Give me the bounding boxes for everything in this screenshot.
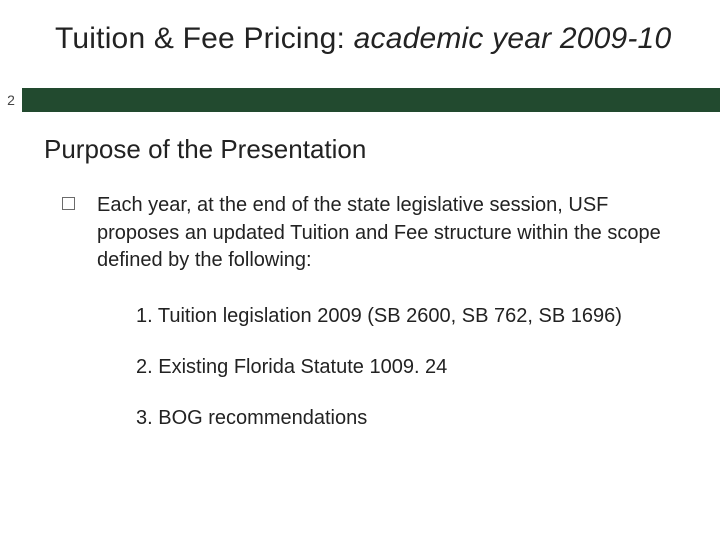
- list-item: 1. Tuition legislation 2009 (SB 2600, SB…: [136, 303, 665, 330]
- title-italic: academic year 2009-10: [354, 22, 672, 55]
- subheading: Purpose of the Presentation: [44, 134, 366, 165]
- list-item: 3. BOG recommendations: [136, 405, 665, 432]
- slide-title: Tuition & Fee Pricing: academic year 200…: [55, 22, 690, 56]
- header-bar-wrap: 2: [0, 88, 720, 112]
- slide: Tuition & Fee Pricing: academic year 200…: [0, 0, 720, 540]
- square-bullet-icon: [62, 197, 75, 210]
- numbered-list: 1. Tuition legislation 2009 (SB 2600, SB…: [136, 303, 665, 432]
- page-number: 2: [0, 88, 22, 112]
- bullet-row: Each year, at the end of the state legis…: [62, 192, 665, 275]
- list-item: 2. Existing Florida Statute 1009. 24: [136, 354, 665, 381]
- title-prefix: Tuition & Fee Pricing:: [55, 22, 354, 55]
- body: Each year, at the end of the state legis…: [62, 192, 665, 456]
- header-bar: [22, 88, 720, 112]
- bullet-text: Each year, at the end of the state legis…: [97, 192, 665, 275]
